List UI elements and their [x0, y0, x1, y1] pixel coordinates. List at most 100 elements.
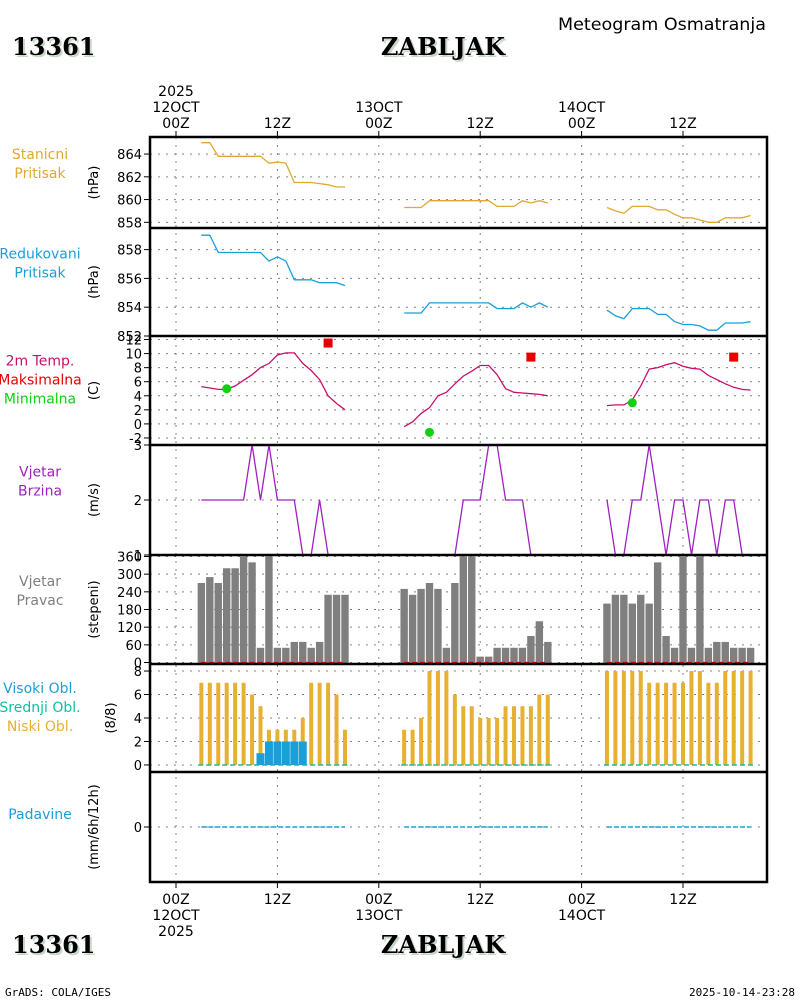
panel-wind_direction	[197, 556, 755, 664]
value-tick-label: 2	[134, 735, 142, 750]
tmax-marker	[323, 338, 333, 348]
panel-unit-label: (hPa)	[87, 166, 102, 200]
value-tick-label: 120	[117, 621, 142, 636]
wind-direction-bar	[746, 647, 755, 664]
low-cloud-bar	[647, 682, 652, 765]
wind-direction-bar	[231, 568, 239, 664]
grads-credit: GrADS: COLA/IGES	[5, 986, 111, 999]
low-cloud-bar	[604, 671, 609, 765]
low-cloud-bar	[410, 729, 415, 765]
panel-clouds	[198, 671, 754, 766]
tmin-marker	[222, 384, 232, 394]
panel-unit-label: (stepeni)	[87, 580, 102, 638]
wind-direction-bar	[256, 647, 265, 664]
low-cloud-bar	[689, 671, 694, 765]
value-tick-label: -2	[129, 432, 142, 447]
panel-name-label: Redukovani	[0, 247, 81, 263]
low-cloud-bar	[469, 706, 474, 765]
panel-name-label: Minimalna	[4, 392, 76, 408]
panel-reduced_pressure	[201, 234, 751, 331]
wind-direction-bar	[611, 594, 620, 664]
panel-name-label: Srednji Obl.	[0, 700, 81, 716]
value-tick-label: 180	[117, 604, 142, 619]
low-cloud-bar	[427, 671, 432, 765]
low-cloud-bar	[343, 729, 347, 765]
wind-direction-bar	[307, 647, 315, 664]
wind-direction-bar	[459, 556, 467, 664]
low-cloud-bar	[512, 706, 516, 765]
value-tick-label: 10	[125, 348, 142, 363]
low-cloud-bar	[461, 706, 466, 765]
wind-direction-bar	[603, 603, 611, 664]
wind-direction-bar	[425, 582, 434, 664]
value-tick-label: 6	[134, 376, 142, 391]
low-cloud-bar	[452, 694, 457, 765]
low-cloud-bar	[630, 671, 635, 765]
value-tick-label: 3	[134, 439, 142, 454]
value-tick-label: 0	[134, 657, 142, 672]
panel-name-label: Brzina	[18, 484, 62, 500]
series-line-temperature	[606, 362, 751, 407]
panel-unit-label: (hPa)	[87, 265, 102, 299]
wind-direction-bar	[468, 556, 476, 664]
chart-frame	[148, 135, 769, 884]
high-cloud-bar	[264, 741, 273, 765]
low-cloud-bar	[706, 682, 711, 765]
wind-direction-bar	[628, 603, 636, 664]
low-cloud-bar	[537, 694, 542, 765]
low-cloud-bar	[207, 682, 212, 765]
wind-direction-bar	[299, 641, 307, 664]
wind-direction-bar	[290, 641, 298, 664]
time-label-bottom: 12OCT	[152, 908, 200, 924]
time-label-bottom: 12Z	[466, 892, 493, 908]
value-tick-label: 2	[134, 494, 142, 509]
low-cloud-bar	[664, 682, 669, 765]
value-tick-label: 862	[117, 171, 142, 186]
time-label-bottom: 2025	[158, 924, 194, 940]
low-cloud-bar	[309, 682, 314, 765]
low-cloud-bar	[199, 682, 204, 765]
low-cloud-bar	[545, 694, 550, 765]
wind-direction-bar	[501, 647, 510, 664]
time-label-bottom: 00Z	[162, 892, 189, 908]
tmax-marker	[729, 352, 739, 362]
wind-direction-bar	[704, 647, 713, 664]
wind-direction-bar	[248, 562, 256, 664]
wind-direction-bar	[510, 647, 518, 664]
panel-name-label: Pritisak	[14, 166, 66, 182]
panel-unit-label: (m/s)	[87, 483, 102, 517]
panel-name-label: Niski Obl.	[7, 719, 73, 735]
time-label-top: 12Z	[264, 116, 291, 132]
series-line-reduced_pressure	[606, 307, 751, 331]
wind-direction-bar	[645, 603, 653, 664]
panel-name-label: Vjetar	[19, 465, 61, 481]
wind-direction-bar	[687, 647, 696, 664]
low-cloud-bar	[419, 718, 424, 765]
value-tick-label: 852	[117, 330, 142, 345]
value-tick-label: 854	[117, 301, 142, 316]
value-tick-label: 240	[117, 586, 142, 601]
series-line-station_pressure	[201, 142, 345, 188]
station-name-top: ZABLJAK	[381, 32, 506, 61]
value-tick-label: 8	[134, 362, 142, 377]
time-label-top: 13OCT	[355, 100, 403, 116]
station-id-top: 13361	[12, 32, 96, 61]
wind-direction-bar	[476, 656, 484, 664]
time-label-top: 00Z	[162, 116, 189, 132]
panel-name-label: 2m Temp.	[6, 354, 75, 370]
wind-direction-bar	[493, 647, 501, 664]
wind-direction-bar	[315, 641, 324, 664]
wind-direction-bar	[484, 656, 493, 664]
low-cloud-bar	[317, 682, 322, 765]
panel-name-label: Pritisak	[14, 266, 66, 282]
time-label-top: 00Z	[365, 116, 392, 132]
time-label-top: 12Z	[669, 116, 696, 132]
tmin-marker	[627, 398, 637, 408]
series-line-wind_speed	[606, 445, 751, 555]
value-tick-label: 856	[117, 272, 142, 287]
series-line-reduced_pressure	[404, 302, 549, 314]
high-cloud-bar	[290, 741, 299, 765]
series-line-station_pressure	[404, 199, 548, 209]
wind-direction-bar	[239, 556, 248, 664]
wind-direction-bar	[434, 588, 442, 664]
